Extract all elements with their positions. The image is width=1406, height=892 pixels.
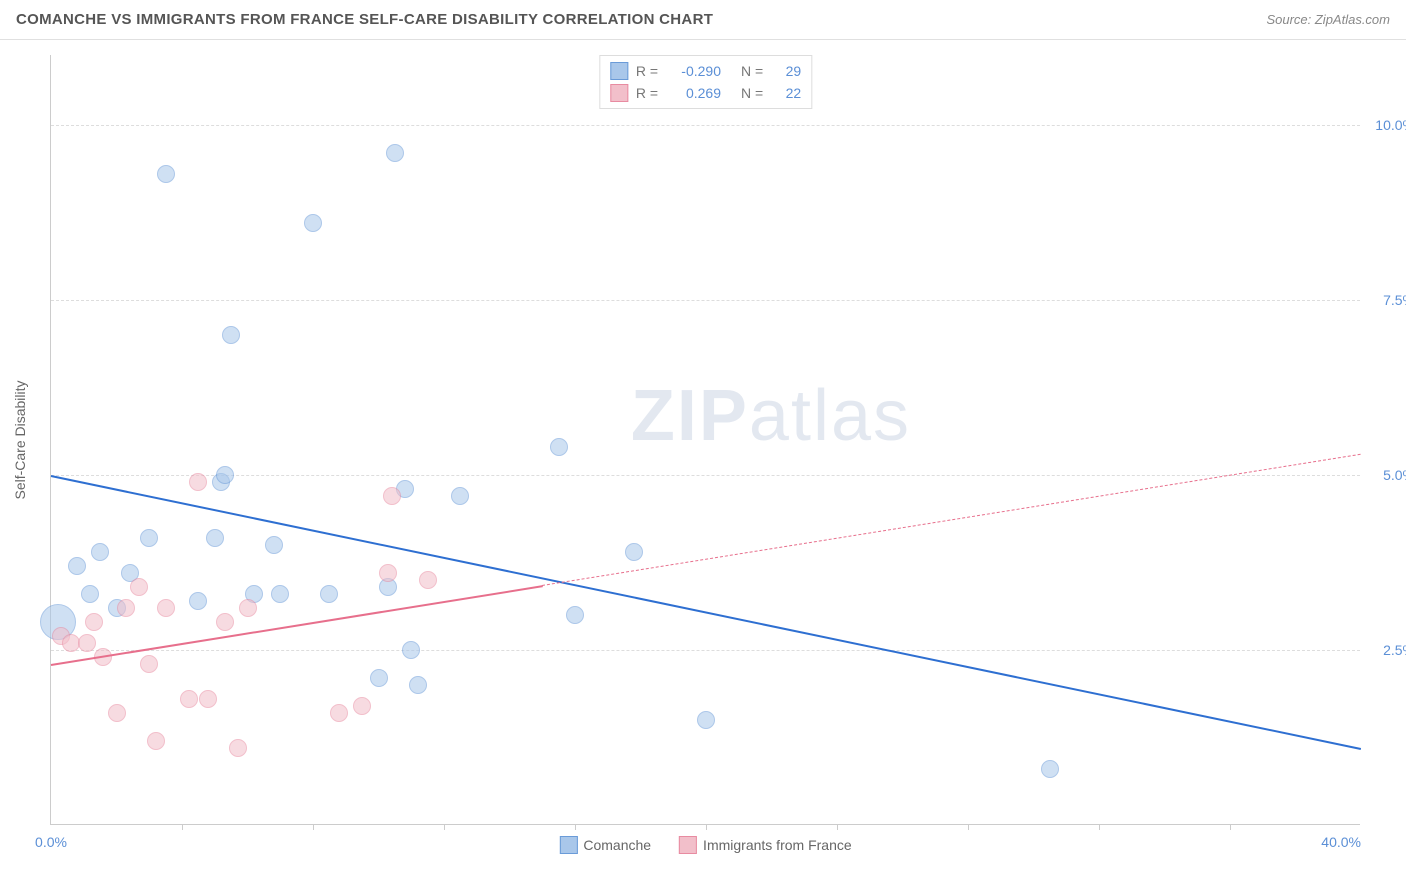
legend-stat-row: R = -0.290 N = 29 [610, 60, 801, 82]
source-link[interactable]: ZipAtlas.com [1315, 12, 1390, 27]
scatter-point-comanche [409, 676, 427, 694]
scatter-point-france [62, 634, 80, 652]
scatter-point-france [330, 704, 348, 722]
scatter-point-comanche [697, 711, 715, 729]
series-legend: Comanche Immigrants from France [559, 836, 851, 854]
x-tick [182, 824, 183, 830]
legend-n-value: 29 [771, 63, 801, 79]
scatter-point-comanche [1041, 760, 1059, 778]
scatter-point-france [157, 599, 175, 617]
scatter-point-comanche [566, 606, 584, 624]
legend-n-label: N = [741, 85, 763, 101]
scatter-point-france [147, 732, 165, 750]
scatter-point-france [229, 739, 247, 757]
scatter-point-france [85, 613, 103, 631]
scatter-point-france [379, 564, 397, 582]
legend-series-label: Immigrants from France [703, 837, 852, 853]
scatter-point-comanche [91, 543, 109, 561]
trendline [51, 585, 543, 666]
x-tick [1230, 824, 1231, 830]
x-tick [444, 824, 445, 830]
y-tick-label: 5.0% [1383, 467, 1406, 483]
legend-swatch-icon [610, 84, 628, 102]
scatter-point-france [419, 571, 437, 589]
scatter-point-comanche [140, 529, 158, 547]
x-tick [575, 824, 576, 830]
scatter-point-france [117, 599, 135, 617]
scatter-point-comanche [550, 438, 568, 456]
legend-stat-row: R = 0.269 N = 22 [610, 82, 801, 104]
gridline [51, 300, 1360, 301]
scatter-plot: ZIPatlas R = -0.290 N = 29 R = 0.269 N = 22… [50, 55, 1360, 825]
scatter-point-comanche [304, 214, 322, 232]
watermark-atlas: atlas [749, 376, 911, 456]
y-axis-label: Self-Care Disability [12, 380, 28, 499]
scatter-point-france [108, 704, 126, 722]
scatter-point-comanche [157, 165, 175, 183]
gridline [51, 475, 1360, 476]
scatter-point-comanche [402, 641, 420, 659]
legend-swatch-icon [679, 836, 697, 854]
y-tick-label: 2.5% [1383, 642, 1406, 658]
scatter-point-comanche [370, 669, 388, 687]
legend-n-label: N = [741, 63, 763, 79]
scatter-point-france [199, 690, 217, 708]
chart-title: COMANCHE VS IMMIGRANTS FROM FRANCE SELF-… [16, 11, 713, 28]
legend-r-value: 0.269 [666, 85, 721, 101]
y-tick-label: 7.5% [1383, 292, 1406, 308]
gridline [51, 125, 1360, 126]
scatter-point-france [189, 473, 207, 491]
scatter-point-france [180, 690, 198, 708]
source-credit: Source: ZipAtlas.com [1266, 12, 1390, 27]
x-tick-label-min: 0.0% [35, 834, 67, 850]
scatter-point-comanche [451, 487, 469, 505]
scatter-point-comanche [222, 326, 240, 344]
scatter-point-france [140, 655, 158, 673]
legend-swatch-icon [610, 62, 628, 80]
scatter-point-france [130, 578, 148, 596]
watermark: ZIPatlas [631, 375, 911, 457]
trendline [542, 454, 1361, 586]
legend-r-value: -0.290 [666, 63, 721, 79]
gridline [51, 650, 1360, 651]
x-tick-label-max: 40.0% [1321, 834, 1361, 850]
scatter-point-comanche [189, 592, 207, 610]
scatter-point-comanche [265, 536, 283, 554]
scatter-point-comanche [68, 557, 86, 575]
scatter-point-france [353, 697, 371, 715]
scatter-point-france [216, 613, 234, 631]
x-tick [1099, 824, 1100, 830]
legend-n-value: 22 [771, 85, 801, 101]
scatter-point-france [78, 634, 96, 652]
legend-swatch-icon [559, 836, 577, 854]
x-tick [837, 824, 838, 830]
scatter-point-france [239, 599, 257, 617]
legend-series-label: Comanche [583, 837, 651, 853]
scatter-point-comanche [81, 585, 99, 603]
x-tick [968, 824, 969, 830]
watermark-zip: ZIP [631, 376, 749, 456]
legend-r-label: R = [636, 63, 658, 79]
scatter-point-comanche [320, 585, 338, 603]
correlation-legend: R = -0.290 N = 29 R = 0.269 N = 22 [599, 55, 812, 109]
legend-item: Immigrants from France [679, 836, 852, 854]
y-tick-label: 10.0% [1375, 117, 1406, 133]
legend-item: Comanche [559, 836, 651, 854]
scatter-point-comanche [206, 529, 224, 547]
x-tick [313, 824, 314, 830]
source-prefix: Source: [1266, 12, 1314, 27]
x-tick [706, 824, 707, 830]
scatter-point-france [383, 487, 401, 505]
legend-r-label: R = [636, 85, 658, 101]
scatter-point-comanche [386, 144, 404, 162]
scatter-point-comanche [625, 543, 643, 561]
scatter-point-comanche [216, 466, 234, 484]
chart-area: Self-Care Disability ZIPatlas R = -0.290… [50, 55, 1360, 825]
chart-header: COMANCHE VS IMMIGRANTS FROM FRANCE SELF-… [0, 0, 1406, 40]
scatter-point-comanche [271, 585, 289, 603]
